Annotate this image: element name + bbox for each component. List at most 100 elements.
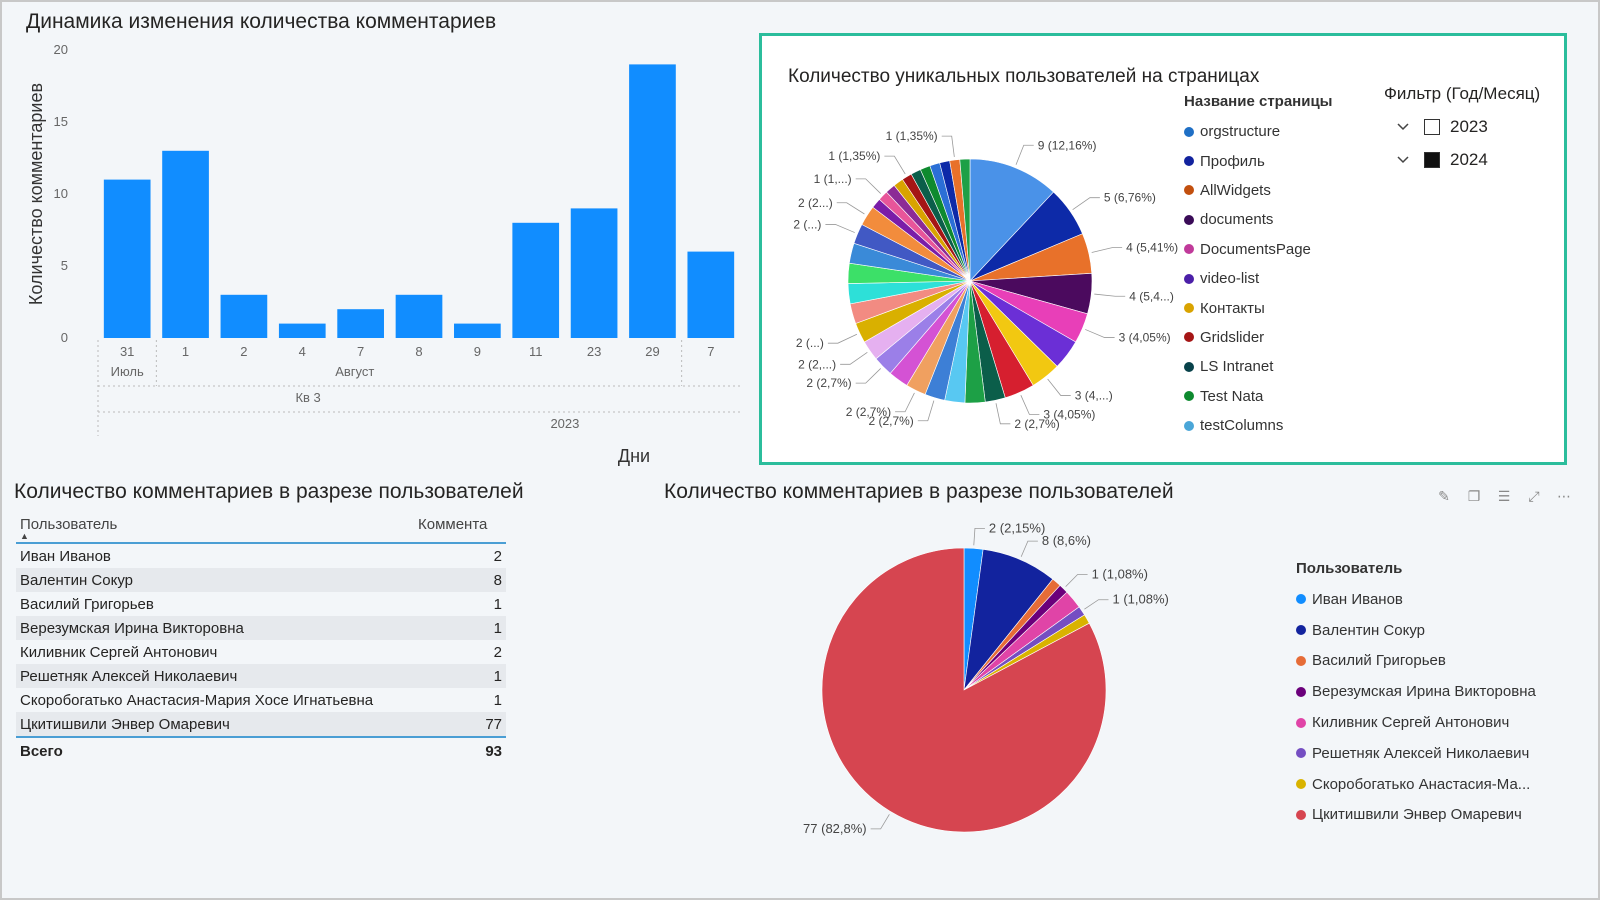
table-row[interactable]: Валентин Сокур 8 [16,568,506,592]
leader-line [825,224,855,233]
legend-marker [1184,273,1194,284]
filter-icon[interactable]: ☰ [1497,488,1511,504]
bar [687,251,735,338]
x-tick-label: 11 [529,344,543,359]
users-legend-title: Пользователь [1296,560,1403,577]
table-total-row: Всего 93 [16,737,506,764]
data-label: 2 (2,...) [798,357,836,371]
legend-item[interactable]: LS Intranet [1184,352,1311,381]
legend-item[interactable]: orgstructure [1184,117,1311,146]
leader-line [1084,599,1109,610]
year-month-slicer[interactable]: Фильтр (Год/Месяц) 2023 2024 [1384,84,1564,176]
y-tick-label: 15 [54,114,68,129]
bar [337,309,384,338]
data-label: 2 (...) [796,336,824,350]
focus-icon[interactable]: ⤢ [1528,488,1540,504]
more-icon[interactable]: ⋯ [1557,488,1571,504]
cell-count: 1 [493,619,502,637]
y-tick-label: 5 [61,258,68,273]
legend-marker [1184,214,1194,225]
legend-item[interactable]: Верезумская Ирина Викторовна [1296,676,1536,707]
legend-item[interactable]: Test Nata [1184,382,1311,411]
data-label: 1 (1,08%) [1113,592,1169,607]
users-pie-visual[interactable]: Количество комментариев в разрезе пользо… [642,480,1587,880]
slicer-option-2024[interactable]: 2024 [1384,143,1564,176]
users-table-visual[interactable]: Количество комментариев в разрезе пользо… [12,480,632,780]
pie-slice [959,158,971,282]
pages-legend: orgstructure Профиль AllWidgets documents Do… [1184,117,1311,440]
cell-user: Иван Иванов [20,547,111,565]
cell-count: 2 [493,547,502,565]
data-label: 2 (2,7%) [1014,417,1059,431]
users-pie-svg: 2 (2,15%)8 (8,6%) 1 (1,08%) 1 (1,08%) 77 (8… [803,520,1169,836]
checkbox-2024[interactable] [1424,151,1440,168]
pin-icon[interactable]: ✎ [1438,488,1450,504]
data-label: 77 (82,8%) [803,821,867,836]
bar-chart-title: Динамика изменения количества комментари… [26,10,497,33]
legend-marker [1184,244,1194,255]
cell-count: 8 [493,571,502,589]
legend-label: Решетняк Алексей Николаевич [1312,744,1530,762]
quarter-label: Кв 3 [295,390,320,405]
table-row[interactable]: Киливник Сергей Антонович 2 [16,640,506,664]
chevron-down-icon[interactable] [1396,153,1410,167]
bar [395,294,443,338]
leader-line [1047,378,1071,396]
data-label: 1 (1,35%) [828,149,880,163]
legend-marker [1296,779,1306,790]
column-header-comments[interactable]: Коммента рии [414,516,506,544]
legend-marker [1184,420,1194,431]
data-label: 9 (12,16%) [1038,138,1097,152]
legend-item[interactable]: Профиль [1184,146,1311,175]
legend-item[interactable]: Решетняк Алексей Николаевич [1296,738,1536,769]
legend-item[interactable]: Контакты [1184,293,1311,322]
table-row[interactable]: Верезумская Ирина Викторовна 1 [16,616,506,640]
x-tick-label: 1 [182,344,189,359]
users-table-body: Иван Иванов 2 Валентин Сокур 8 Василий Григо… [16,543,506,738]
table-row[interactable]: Скоробогатько Анастасия-Мария Хосе Игнат… [16,688,506,712]
legend-item[interactable]: Василий Григорьев [1296,646,1536,677]
legend-item[interactable]: Иван Иванов [1296,584,1536,615]
checkbox-2023[interactable] [1424,118,1440,135]
bar [103,179,151,338]
column-header-user[interactable]: Пользователь ▲ [16,516,414,544]
legend-marker [1184,332,1194,343]
leader-line [855,178,881,194]
legend-item[interactable]: Gridslider [1184,323,1311,352]
x-axis-title: Дни [618,446,650,466]
month-label: Август [335,364,374,379]
leader-line [870,814,890,830]
legend-item[interactable]: DocumentsPage [1184,235,1311,264]
copy-icon[interactable]: ❐ [1467,488,1481,504]
legend-item[interactable]: testColumns [1184,411,1311,440]
leader-line [973,527,985,546]
chevron-down-icon[interactable] [1396,120,1410,134]
slicer-title: Фильтр (Год/Месяц) [1384,84,1541,103]
cell-count: 1 [493,595,502,613]
legend-item[interactable]: Скоробогатько Анастасия-Ма... [1296,769,1536,800]
slicer-option-2023[interactable]: 2023 [1384,110,1564,143]
table-row[interactable]: Цкитишвили Энвер Омаревич 77 [16,712,506,738]
bar-chart-svg: 0 5 10 15 20 Количество комментариев 31 1 2 4 7 8 9 1… [26,42,740,466]
leader-line [1085,329,1115,338]
data-label: 3 (4,...) [1075,388,1113,402]
table-row[interactable]: Решетняк Алексей Николаевич 1 [16,664,506,688]
legend-item[interactable]: Валентин Сокур [1296,615,1536,646]
bar-chart-visual[interactable]: Динамика изменения количества комментари… [2,2,762,472]
legend-marker [1296,717,1306,728]
leader-line [827,333,858,344]
data-label: 1 (1,08%) [1092,566,1148,581]
legend-item[interactable]: AllWidgets [1184,176,1311,205]
legend-item[interactable]: Киливник Сергей Антонович [1296,707,1536,738]
pages-pie-visual[interactable]: Количество уникальных пользователей на с… [759,33,1567,465]
table-row[interactable]: Иван Иванов 2 [16,543,506,568]
data-label: 2 (2,7%) [868,414,913,428]
legend-marker [1184,391,1194,402]
legend-item[interactable]: Цкитишвили Энвер Омаревич [1296,800,1536,831]
leader-line [836,202,865,215]
legend-item[interactable]: documents [1184,205,1311,234]
legend-item[interactable]: video-list [1184,264,1311,293]
cell-count: 2 [493,643,502,661]
bar [570,208,618,338]
table-row[interactable]: Василий Григорьев 1 [16,592,506,616]
